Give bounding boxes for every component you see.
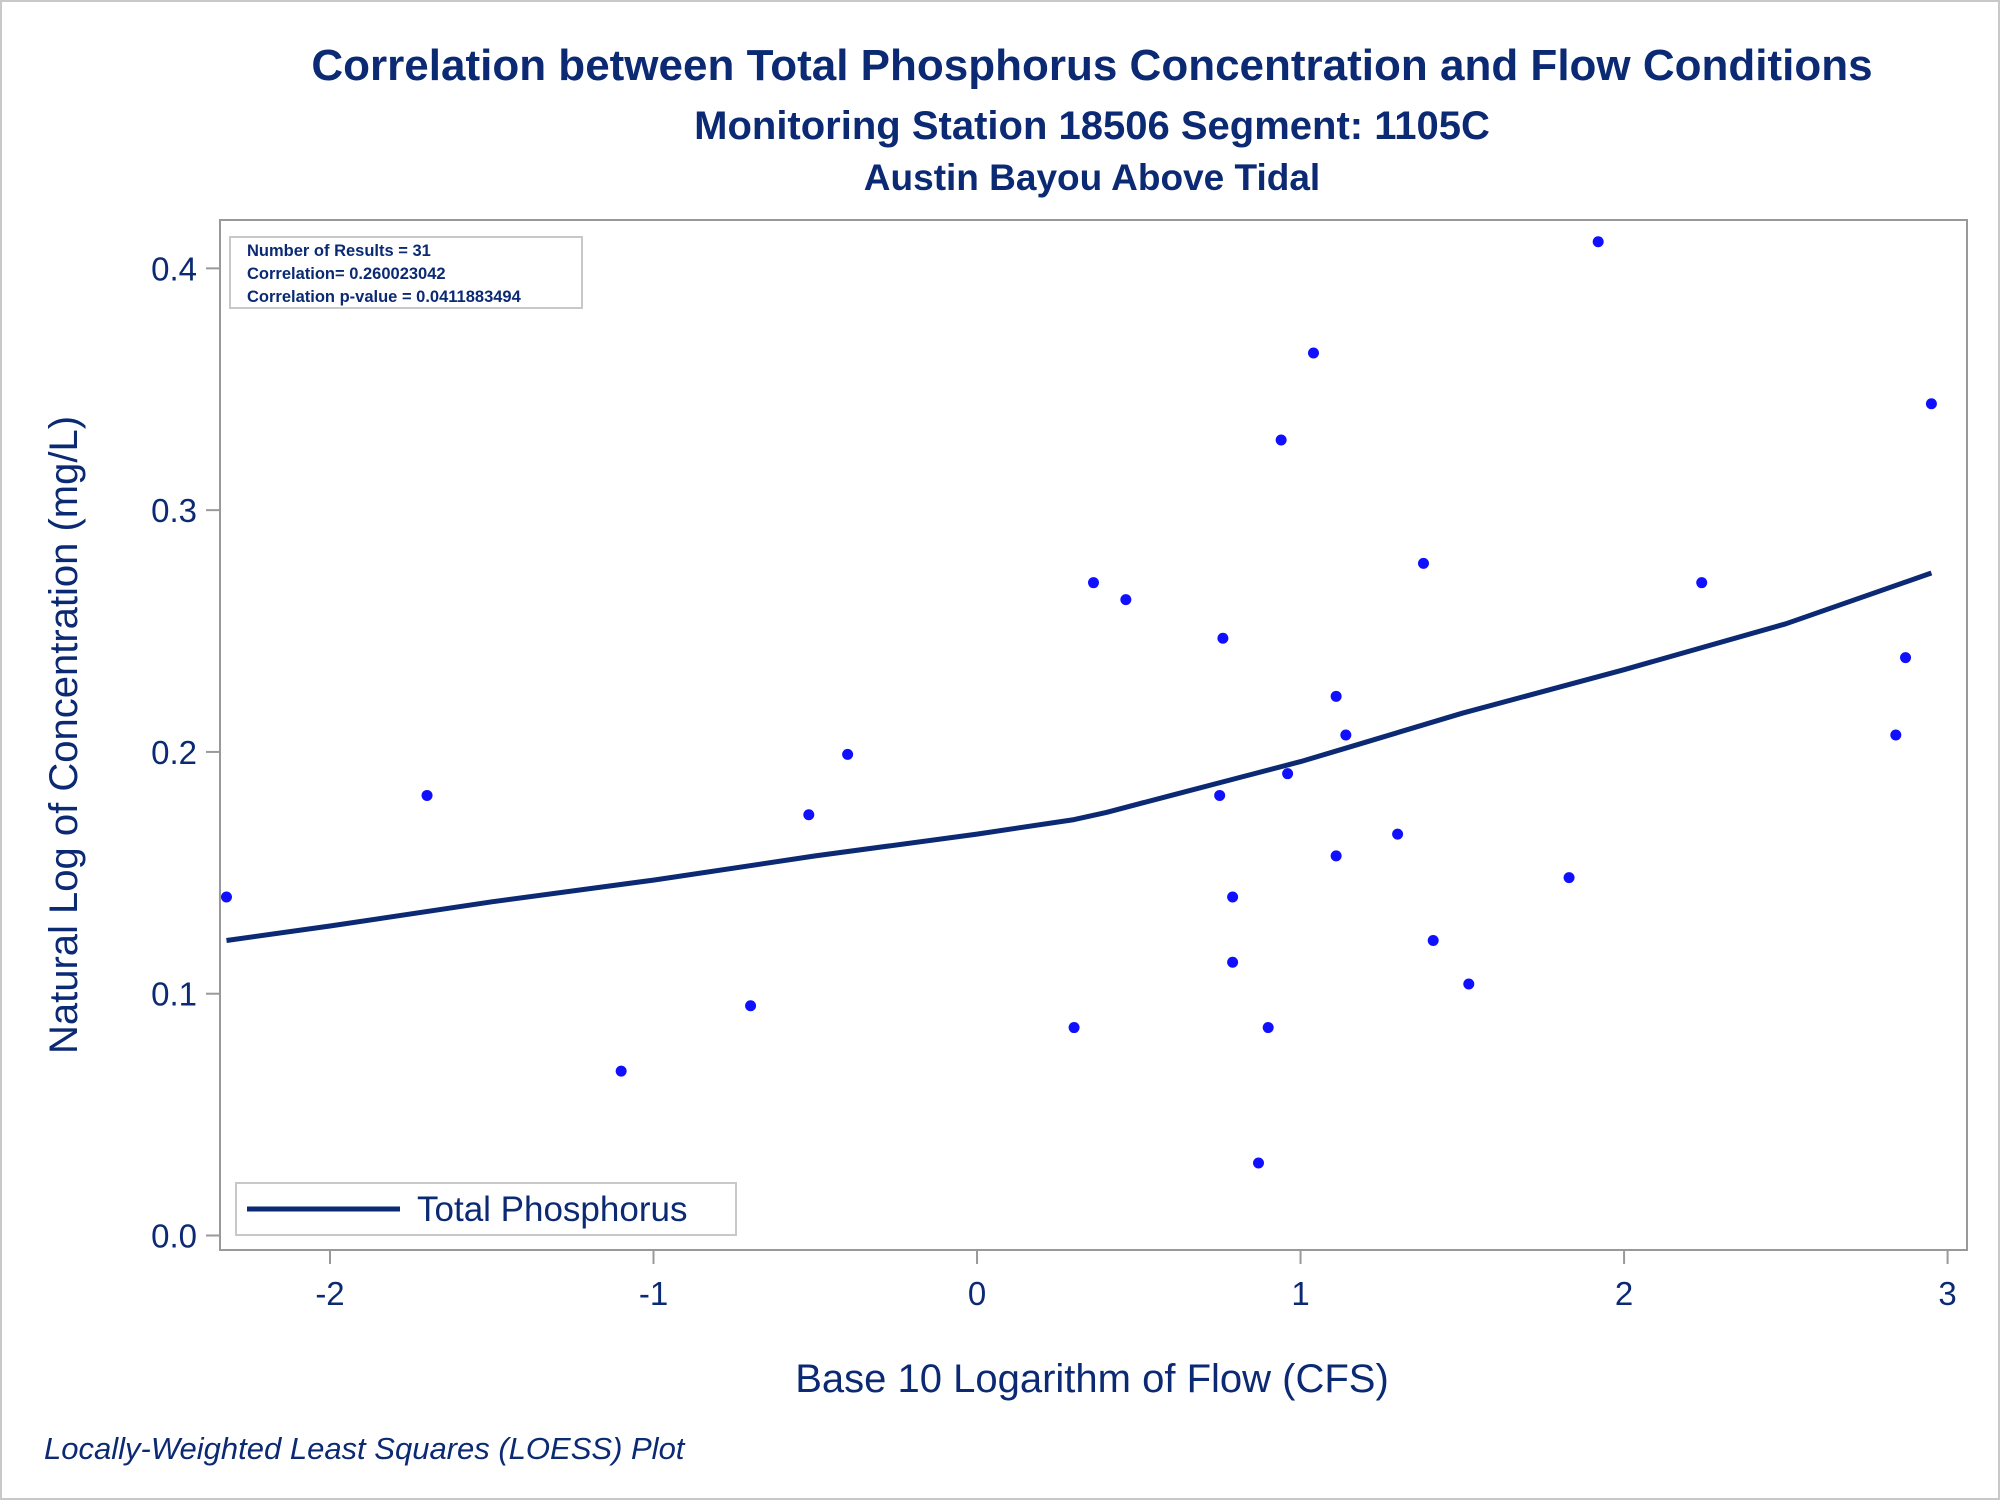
data-point — [1463, 978, 1475, 990]
footnote: Locally-Weighted Least Squares (LOESS) P… — [44, 1431, 686, 1466]
x-tick-label: 2 — [1615, 1275, 1633, 1312]
data-point — [1217, 632, 1229, 644]
data-point — [1392, 828, 1404, 840]
data-point — [1330, 850, 1342, 862]
x-tick-label: 3 — [1938, 1275, 1956, 1312]
data-point — [1227, 891, 1239, 903]
scatter-points — [220, 236, 1937, 1169]
y-axis-label: Natural Log of Concentration (mg/L) — [42, 416, 86, 1054]
data-point — [842, 748, 854, 760]
x-tick-label: -2 — [315, 1275, 344, 1312]
stats-p-value: Correlation p-value = 0.0411883494 — [247, 288, 522, 306]
stats-number-of-results: Number of Results = 31 — [247, 242, 431, 260]
data-point — [1252, 1157, 1264, 1169]
data-point — [1227, 956, 1239, 968]
x-tick-label: 1 — [1291, 1275, 1309, 1312]
data-point — [1563, 872, 1575, 884]
data-point — [1275, 434, 1287, 446]
data-point — [1330, 690, 1342, 702]
data-point — [1340, 729, 1352, 741]
data-point — [1214, 789, 1226, 801]
y-axis: 0.0 0.1 0.2 0.3 0.4 — [151, 250, 220, 1254]
legend: Total Phosphorus — [235, 1182, 737, 1236]
data-point — [803, 809, 815, 821]
data-point — [1262, 1022, 1274, 1034]
data-point — [1925, 398, 1937, 410]
stats-box: Number of Results = 31 Correlation= 0.26… — [229, 236, 583, 309]
x-axis: -2 -1 0 1 2 3 — [315, 1250, 1957, 1312]
data-point — [1427, 935, 1439, 947]
data-point — [1120, 594, 1132, 606]
loess-line — [226, 570, 1933, 943]
data-point — [1417, 557, 1429, 569]
data-point — [1696, 577, 1708, 589]
stats-box-frame — [229, 236, 583, 309]
chart-subtitle-location: Austin Bayou Above Tidal — [864, 157, 1320, 198]
x-tick-label: -1 — [639, 1275, 668, 1312]
data-point — [1592, 236, 1604, 248]
y-tick-label: 0.4 — [151, 250, 197, 287]
x-axis-label: Base 10 Logarithm of Flow (CFS) — [795, 1357, 1389, 1401]
data-point — [1068, 1022, 1080, 1034]
chart-title: Correlation between Total Phosphorus Con… — [311, 41, 1872, 90]
data-point — [220, 891, 232, 903]
data-point — [615, 1065, 627, 1077]
loess-line-layer — [226, 570, 1933, 943]
y-tick-label: 0.1 — [151, 976, 197, 1013]
y-tick-label: 0.2 — [151, 734, 197, 771]
data-point — [1088, 577, 1099, 589]
data-point — [1307, 347, 1319, 359]
data-point — [1900, 652, 1912, 664]
data-point — [421, 789, 433, 801]
chart-subtitle: Monitoring Station 18506 Segment: 1105C — [694, 104, 1490, 148]
data-point — [1282, 768, 1294, 780]
plot-frame — [219, 219, 1968, 1251]
stats-correlation: Correlation= 0.260023042 — [247, 265, 446, 283]
data-point — [745, 1000, 757, 1012]
y-tick-label: 0.3 — [151, 492, 197, 529]
legend-label: Total Phosphorus — [417, 1190, 687, 1229]
x-tick-label: 0 — [968, 1275, 986, 1312]
data-point — [1890, 729, 1902, 741]
y-tick-label: 0.0 — [151, 1217, 197, 1254]
